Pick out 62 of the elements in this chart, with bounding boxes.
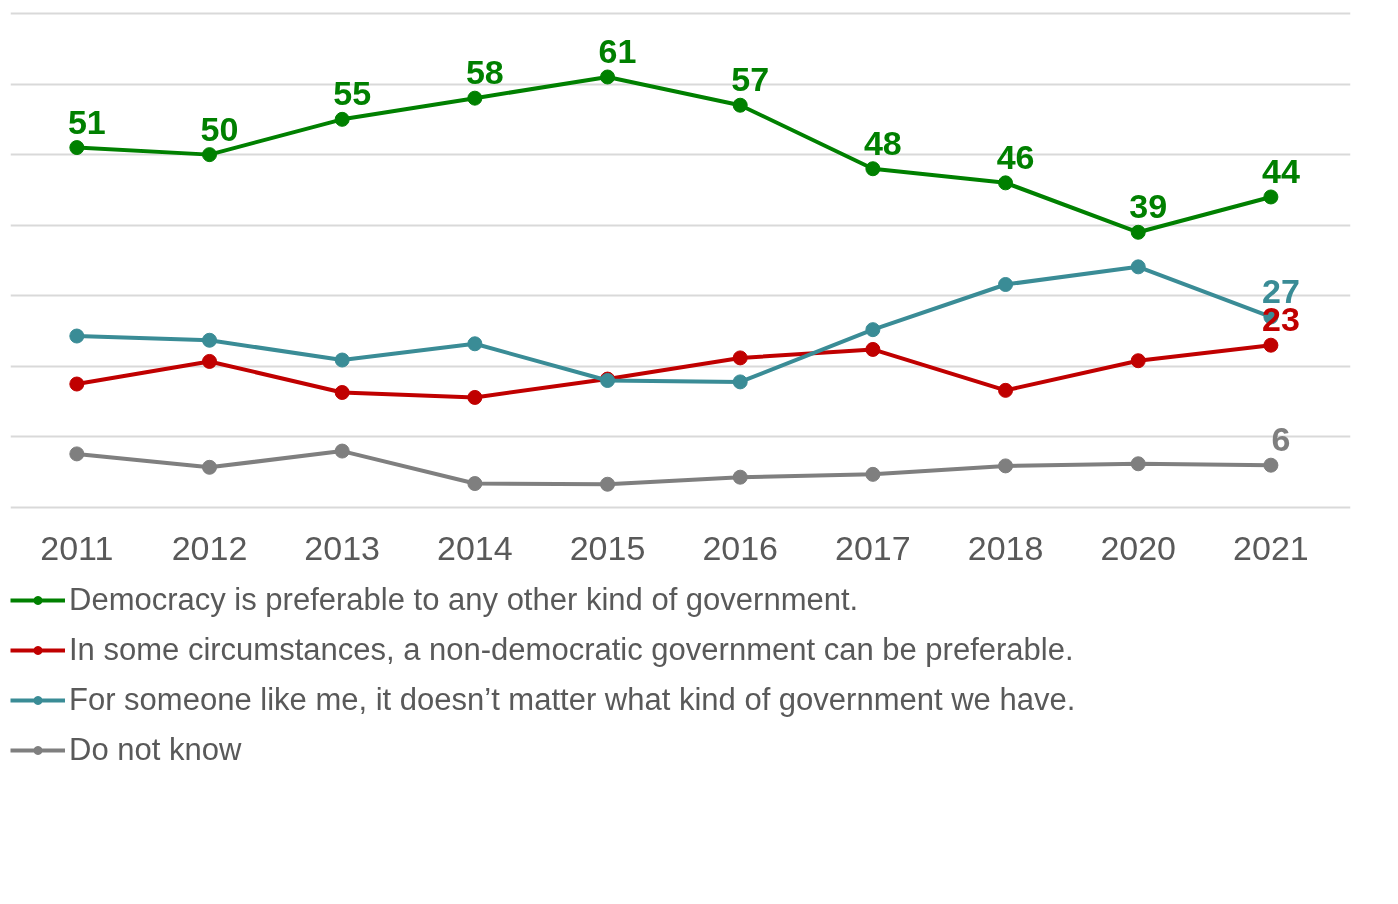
point bbox=[202, 459, 218, 475]
x-tick-label: 2020 bbox=[1100, 528, 1177, 567]
point bbox=[69, 328, 85, 344]
x-tick-label: 2013 bbox=[304, 528, 381, 567]
data-label: 51 bbox=[67, 102, 106, 141]
x-tick-label: 2021 bbox=[1233, 528, 1309, 567]
point bbox=[69, 140, 85, 156]
point bbox=[69, 446, 85, 462]
data-label: 58 bbox=[465, 53, 504, 92]
point bbox=[69, 376, 85, 392]
data-label: 46 bbox=[996, 137, 1035, 176]
x-tick-label: 2016 bbox=[702, 528, 779, 567]
data-label: 57 bbox=[731, 60, 770, 99]
x-tick-label: 2018 bbox=[967, 528, 1044, 567]
legend-label: Do not know bbox=[69, 732, 242, 768]
point bbox=[732, 374, 748, 390]
data-label: 48 bbox=[863, 123, 902, 162]
point bbox=[865, 466, 881, 482]
point bbox=[202, 353, 218, 369]
point bbox=[334, 443, 350, 459]
point bbox=[467, 389, 483, 405]
legend-label: Democracy is preferable to any other kind of government. bbox=[69, 582, 859, 618]
point bbox=[202, 332, 218, 348]
point bbox=[600, 476, 616, 492]
point bbox=[1263, 189, 1279, 205]
legend-label: In some circumstances, a non-democratic government can be preferable. bbox=[69, 632, 1074, 668]
data-label: 50 bbox=[200, 109, 239, 148]
point bbox=[1263, 337, 1279, 353]
data-label: 39 bbox=[1129, 187, 1168, 226]
x-tick-label: 2012 bbox=[171, 528, 248, 567]
point bbox=[202, 147, 218, 163]
point bbox=[1130, 456, 1146, 472]
point bbox=[998, 175, 1014, 191]
point bbox=[600, 69, 616, 85]
x-tick-label: 2011 bbox=[40, 528, 114, 567]
point bbox=[732, 97, 748, 113]
x-tick-label: 2017 bbox=[835, 528, 911, 567]
legend-label: For someone like me, it doesn’t matter what kind of government we have. bbox=[69, 682, 1076, 718]
point bbox=[467, 336, 483, 352]
point bbox=[1130, 224, 1146, 240]
point bbox=[467, 476, 483, 492]
data-label: 55 bbox=[333, 74, 372, 113]
point bbox=[1130, 259, 1146, 275]
point bbox=[865, 341, 881, 357]
data-label: 6 bbox=[1271, 420, 1291, 459]
data-label: 44 bbox=[1261, 151, 1300, 190]
data-label: 61 bbox=[598, 31, 637, 70]
point bbox=[998, 277, 1014, 292]
point bbox=[334, 352, 350, 368]
point bbox=[865, 161, 881, 177]
point bbox=[998, 458, 1014, 474]
x-tick-label: 2015 bbox=[569, 528, 646, 567]
point bbox=[865, 322, 881, 338]
point bbox=[1130, 353, 1146, 369]
point bbox=[334, 111, 350, 127]
point bbox=[732, 469, 748, 485]
x-tick-label: 2014 bbox=[437, 528, 513, 567]
point bbox=[998, 382, 1014, 398]
point bbox=[334, 385, 350, 400]
point bbox=[467, 90, 483, 106]
point bbox=[732, 350, 748, 366]
point bbox=[1263, 457, 1279, 473]
